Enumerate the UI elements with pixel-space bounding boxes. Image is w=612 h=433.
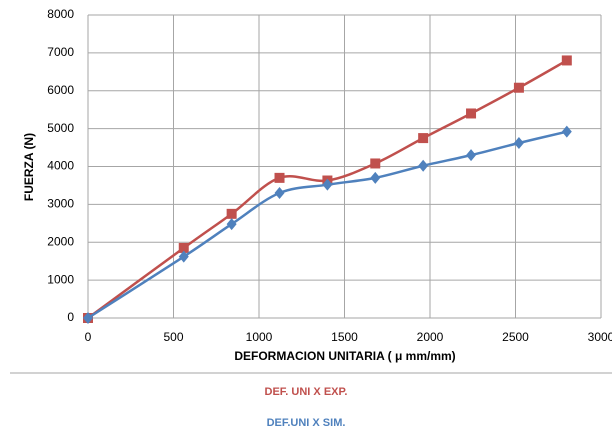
marker — [226, 208, 237, 219]
marker — [418, 159, 429, 172]
marker — [513, 82, 524, 93]
marker — [561, 125, 572, 138]
marker — [466, 149, 477, 162]
marker — [274, 187, 285, 200]
marker — [226, 218, 237, 231]
x-axis-label: DEFORMACION UNITARIA ( μ mm/mm) — [234, 349, 455, 363]
y-axis-label: FUERZA (N) — [22, 133, 36, 201]
legend-label: DEF.UNI X SIM. — [267, 417, 346, 429]
x-tick-label: 500 — [163, 330, 183, 344]
marker — [370, 158, 381, 169]
x-tick-label: 1000 — [246, 330, 273, 344]
x-tick-label: 0 — [85, 330, 92, 344]
y-tick-label: 6000 — [47, 83, 74, 97]
y-tick-label: 5000 — [47, 121, 74, 135]
y-tick-label: 2000 — [47, 234, 74, 248]
marker — [178, 242, 189, 253]
x-tick-label: 1500 — [331, 330, 358, 344]
y-tick-label: 8000 — [47, 7, 74, 21]
x-tick-label: 2000 — [417, 330, 444, 344]
y-tick-label: 3000 — [47, 197, 74, 211]
marker — [322, 178, 333, 191]
y-tick-label: 7000 — [47, 45, 74, 59]
series-line — [87, 130, 568, 320]
marker — [561, 55, 572, 66]
marker — [178, 250, 189, 263]
marker — [274, 172, 285, 183]
marker — [83, 312, 93, 324]
y-tick-label: 1000 — [47, 272, 74, 286]
legend-label: DEF. UNI X EXP. — [265, 386, 348, 398]
x-tick-label: 2500 — [502, 330, 529, 344]
marker — [418, 133, 429, 144]
x-tick-label: 3000 — [588, 330, 612, 344]
marker — [466, 108, 477, 119]
marker — [370, 171, 381, 184]
marker — [513, 137, 524, 150]
series-line — [87, 59, 568, 320]
y-tick-label: 4000 — [47, 159, 74, 173]
y-tick-label: 0 — [67, 310, 74, 324]
